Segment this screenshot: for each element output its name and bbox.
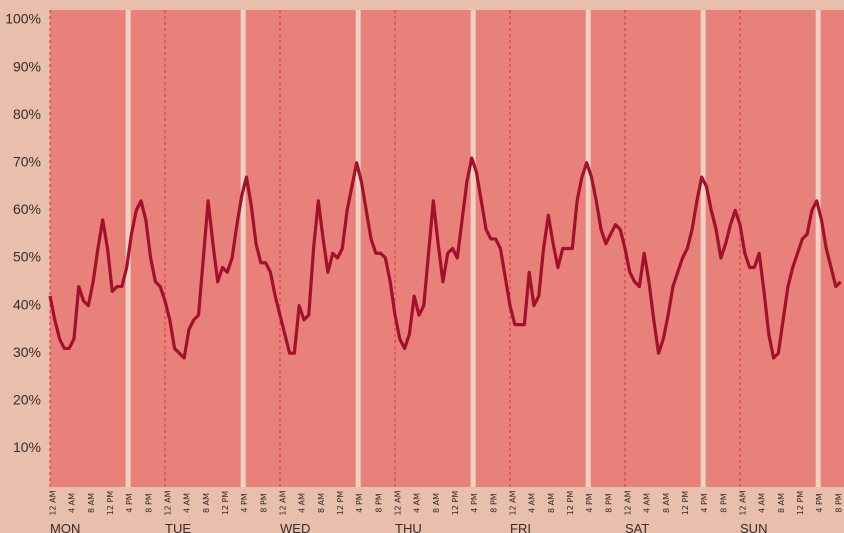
y-tick-label: 90% (13, 58, 41, 74)
day-label: THU (395, 521, 422, 533)
x-tick-label: 4 AM (528, 493, 537, 513)
x-tick-label: 12 AM (624, 490, 633, 515)
x-tick-label: 8 AM (87, 493, 96, 513)
y-tick-label: 80% (13, 106, 41, 122)
x-tick-label: 8 PM (374, 493, 383, 512)
y-tick-label: 40% (13, 296, 41, 312)
x-tick-label: 12 PM (681, 491, 690, 516)
y-tick-label: 50% (13, 249, 41, 265)
x-tick-label: 12 AM (739, 490, 748, 515)
x-tick-label: 4 PM (815, 493, 824, 512)
x-tick-label: 8 PM (719, 493, 728, 512)
y-tick-label: 100% (5, 11, 41, 27)
x-tick-label: 8 PM (259, 493, 268, 512)
x-tick-label: 8 PM (834, 493, 843, 512)
day-label: SUN (740, 521, 767, 533)
x-tick-label: 4 AM (68, 493, 77, 513)
x-tick-label: 12 PM (221, 491, 230, 516)
day-label: MON (50, 521, 80, 533)
day-label: TUE (165, 521, 191, 533)
x-tick-label: 8 PM (144, 493, 153, 512)
x-tick-label: 8 AM (202, 493, 211, 513)
y-tick-label: 20% (13, 392, 41, 408)
x-tick-label: 4 PM (240, 493, 249, 512)
x-tick-label: 8 AM (547, 493, 556, 513)
x-tick-label: 4 PM (585, 493, 594, 512)
x-tick-label: 12 AM (394, 490, 403, 515)
day-label: SAT (625, 521, 649, 533)
x-tick-label: 4 AM (758, 493, 767, 513)
x-tick-label: 4 PM (470, 493, 479, 512)
x-tick-label: 4 PM (125, 493, 134, 512)
x-tick-label: 8 AM (432, 493, 441, 513)
x-tick-label: 12 PM (336, 491, 345, 516)
y-tick-label: 10% (13, 439, 41, 455)
x-tick-label: 12 PM (566, 491, 575, 516)
x-tick-label: 12 PM (796, 491, 805, 516)
x-tick-label: 4 PM (355, 493, 364, 512)
x-tick-label: 4 AM (643, 493, 652, 513)
x-tick-label: 4 AM (183, 493, 192, 513)
day-label: WED (280, 521, 310, 533)
x-tick-label: 12 PM (451, 491, 460, 516)
y-tick-label: 60% (13, 201, 41, 217)
x-tick-label: 8 AM (317, 493, 326, 513)
plot-background (50, 10, 844, 487)
x-tick-label: 8 AM (777, 493, 786, 513)
x-tick-label: 8 PM (489, 493, 498, 512)
x-tick-label: 8 AM (662, 493, 671, 513)
x-tick-label: 4 PM (700, 493, 709, 512)
usage-line (48, 156, 842, 360)
x-tick-label: 4 AM (298, 493, 307, 513)
x-tick-label: 12 AM (509, 490, 518, 515)
y-tick-label: 30% (13, 344, 41, 360)
x-tick-label: 12 AM (164, 490, 173, 515)
x-tick-label: 12 PM (106, 491, 115, 516)
x-tick-label: 8 PM (604, 493, 613, 512)
x-tick-label: 4 AM (413, 493, 422, 513)
day-label: FRI (510, 521, 531, 533)
y-tick-label: 70% (13, 154, 41, 170)
x-tick-label: 12 AM (279, 490, 288, 515)
x-tick-label: 12 AM (49, 490, 58, 515)
